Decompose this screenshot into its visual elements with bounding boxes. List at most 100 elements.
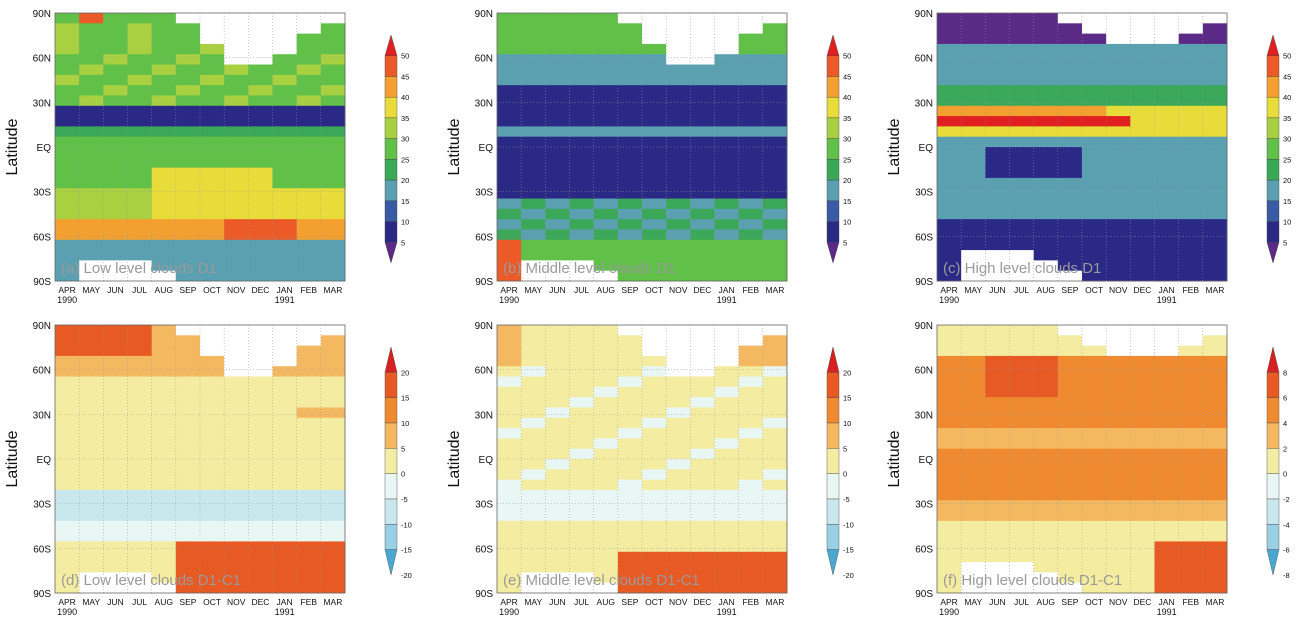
heatmap-cell xyxy=(617,489,643,501)
heatmap-cell xyxy=(569,397,595,408)
heatmap-cell xyxy=(224,219,249,230)
x-tick-label: JAN xyxy=(277,285,293,295)
heatmap-cell xyxy=(762,417,788,429)
heatmap-cell xyxy=(1178,136,1204,148)
heatmap-cell xyxy=(103,489,128,501)
heatmap-cell xyxy=(1009,510,1035,522)
colorbar-tick-label: -5 xyxy=(401,495,408,504)
heatmap-cell xyxy=(1202,188,1228,199)
heatmap-cell xyxy=(55,551,80,563)
heatmap-cell xyxy=(320,126,346,138)
y-tick-label: EQ xyxy=(479,143,494,154)
heatmap-cell xyxy=(521,376,546,388)
colorbar-segment xyxy=(826,372,840,398)
heatmap-cell xyxy=(666,335,691,347)
heatmap-cell xyxy=(545,376,570,388)
heatmap-cell xyxy=(961,229,986,241)
heatmap-cell xyxy=(103,147,128,158)
heatmap-cell xyxy=(296,376,322,388)
x-tick-label: OCT xyxy=(645,285,663,295)
heatmap-cell xyxy=(1082,500,1107,511)
heatmap-cell xyxy=(320,147,346,158)
y-tick-label: EQ xyxy=(37,143,52,154)
heatmap-cell xyxy=(961,54,986,65)
heatmap-cell xyxy=(127,562,153,573)
heatmap-cell xyxy=(1130,417,1155,429)
x-tick-label: APR xyxy=(500,285,517,295)
colorbar-tick-label: 4 xyxy=(1283,419,1287,428)
heatmap-cell xyxy=(224,239,249,251)
colorbar-tick-label: 10 xyxy=(401,218,409,227)
heatmap-cell xyxy=(985,105,1010,117)
heatmap-cell xyxy=(200,270,225,282)
heatmap-cell xyxy=(103,562,128,573)
heatmap-cell xyxy=(497,345,522,357)
heatmap-cell xyxy=(320,459,346,470)
heatmap-cell xyxy=(985,270,1010,282)
heatmap-cell xyxy=(1033,459,1059,470)
colorbar-tick-label: 25 xyxy=(843,155,851,164)
heatmap-cell xyxy=(521,167,546,179)
heatmap-cell xyxy=(738,345,764,357)
heatmap-cell xyxy=(762,438,788,450)
heatmap-cell xyxy=(961,551,986,563)
heatmap-cell xyxy=(200,239,225,251)
heatmap-cell xyxy=(1178,397,1204,408)
heatmap-cell xyxy=(1082,208,1107,220)
heatmap-cell xyxy=(127,270,153,282)
heatmap-cell xyxy=(985,562,1010,573)
heatmap-cell xyxy=(248,489,273,501)
heatmap-cell xyxy=(296,510,322,522)
heatmap-cell xyxy=(175,208,201,220)
heatmap-cell xyxy=(1178,428,1204,439)
heatmap-cell xyxy=(296,325,322,336)
heatmap-cell xyxy=(714,64,740,76)
heatmap-cell xyxy=(200,23,225,35)
heatmap-cell xyxy=(79,572,104,584)
heatmap-cell xyxy=(1057,407,1083,419)
x-tick-label: DEC xyxy=(251,597,269,607)
heatmap-cell xyxy=(1082,510,1107,522)
heatmap-cell xyxy=(320,438,346,450)
heatmap-cell xyxy=(248,188,273,199)
y-tick-label: 60S xyxy=(915,544,933,555)
heatmap-cell xyxy=(593,459,619,470)
heatmap-cell xyxy=(200,95,225,107)
colorbar-tick-label: 15 xyxy=(401,197,409,206)
heatmap-cell xyxy=(55,582,80,594)
heatmap-cell xyxy=(521,188,546,199)
heatmap-cell xyxy=(127,198,153,210)
heatmap-cell xyxy=(985,198,1010,210)
heatmap-cell xyxy=(1130,520,1155,532)
heatmap-cell xyxy=(1009,489,1035,501)
heatmap-cell xyxy=(1202,531,1228,542)
heatmap-cell xyxy=(1106,562,1131,573)
heatmap-cell xyxy=(1178,479,1204,491)
heatmap-cell xyxy=(569,157,595,169)
heatmap-cell xyxy=(175,188,201,199)
heatmap-cell xyxy=(762,376,788,388)
heatmap-cell xyxy=(1130,541,1155,553)
heatmap-cell xyxy=(103,355,128,367)
heatmap-cell xyxy=(642,541,667,553)
heatmap-cell xyxy=(103,325,128,336)
heatmap-cell xyxy=(1106,157,1131,169)
heatmap-cell xyxy=(127,448,153,460)
heatmap-cell xyxy=(1033,551,1059,563)
heatmap-cell xyxy=(937,85,962,96)
heatmap-cell xyxy=(1178,562,1204,573)
heatmap-cell xyxy=(593,208,619,220)
heatmap-cell xyxy=(1057,551,1083,563)
heatmap-cell xyxy=(593,551,619,563)
heatmap-cell xyxy=(961,105,986,117)
heatmap-cell xyxy=(1178,376,1204,388)
x-tick-label: DEC xyxy=(251,285,269,295)
heatmap-cell xyxy=(79,188,104,199)
heatmap-cell xyxy=(224,74,249,86)
heatmap-cell xyxy=(545,428,570,439)
heatmap-cell xyxy=(1106,551,1131,563)
heatmap-cell xyxy=(1202,438,1228,450)
heatmap-cell xyxy=(248,366,273,377)
heatmap-cell xyxy=(175,95,201,107)
heatmap-cell xyxy=(200,541,225,553)
